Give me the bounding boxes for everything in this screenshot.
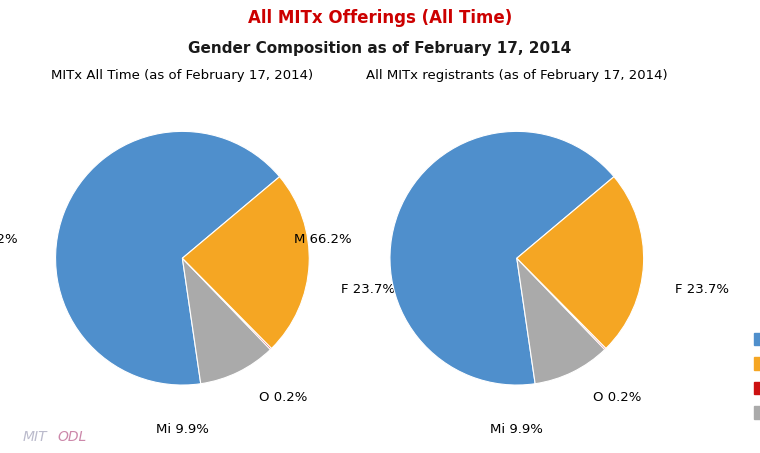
Text: F 23.7%: F 23.7% xyxy=(341,284,395,296)
Text: All MITx registrants (as of February 17, 2014): All MITx registrants (as of February 17,… xyxy=(366,68,667,82)
Text: Gender Composition as of February 17, 2014: Gender Composition as of February 17, 20… xyxy=(188,41,572,56)
Wedge shape xyxy=(517,258,606,350)
Wedge shape xyxy=(55,131,280,385)
Text: O 0.2%: O 0.2% xyxy=(258,391,307,404)
Wedge shape xyxy=(182,258,271,384)
Text: Mi 9.9%: Mi 9.9% xyxy=(156,423,209,436)
Text: F 23.7%: F 23.7% xyxy=(676,284,730,296)
Wedge shape xyxy=(182,258,271,350)
Text: Mi 9.9%: Mi 9.9% xyxy=(490,423,543,436)
Text: O 0.2%: O 0.2% xyxy=(593,391,641,404)
Text: MIT: MIT xyxy=(23,430,47,444)
Text: M 66.2%: M 66.2% xyxy=(294,233,352,246)
Wedge shape xyxy=(182,177,309,348)
Text: M 66.2%: M 66.2% xyxy=(0,233,17,246)
Wedge shape xyxy=(517,177,644,348)
Legend: Male, Female, Other, Missing: Male, Female, Other, Missing xyxy=(748,328,760,426)
Wedge shape xyxy=(517,258,605,384)
Text: All MITx Offerings (All Time): All MITx Offerings (All Time) xyxy=(248,9,512,27)
Text: ODL: ODL xyxy=(57,430,86,444)
Text: MITx All Time (as of February 17, 2014): MITx All Time (as of February 17, 2014) xyxy=(52,68,313,82)
Wedge shape xyxy=(390,131,614,385)
